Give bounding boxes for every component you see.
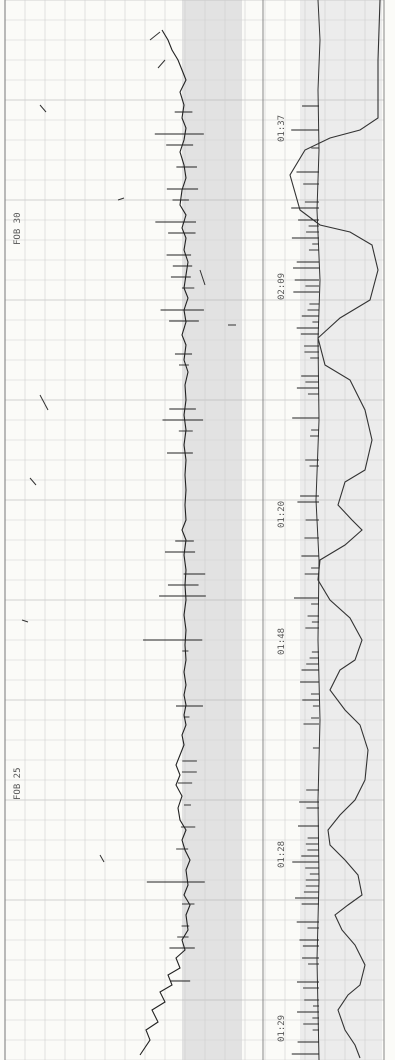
time-label-3: 01:20 xyxy=(277,501,287,528)
time-label-2: 02:09 xyxy=(277,273,287,300)
top-label-1: FOB 30 xyxy=(13,212,23,245)
time-label-4: 01:48 xyxy=(277,628,287,655)
top-label-2: FOB 25 xyxy=(13,767,23,800)
upper-trace xyxy=(139,29,191,1056)
upper-trace-spikes xyxy=(143,111,206,982)
time-label-1: 01:37 xyxy=(277,115,287,142)
grid-lines xyxy=(5,0,384,1060)
shaded-band-lower xyxy=(300,0,382,1060)
lower-trace-spikes xyxy=(291,105,319,1055)
lower-contraction-trace xyxy=(289,0,381,1059)
shaded-band-upper xyxy=(182,0,242,1060)
time-label-5: 01:28 xyxy=(277,841,287,868)
time-label-6: 01:29 xyxy=(277,1015,287,1042)
upper-artifact-marks xyxy=(21,31,236,863)
